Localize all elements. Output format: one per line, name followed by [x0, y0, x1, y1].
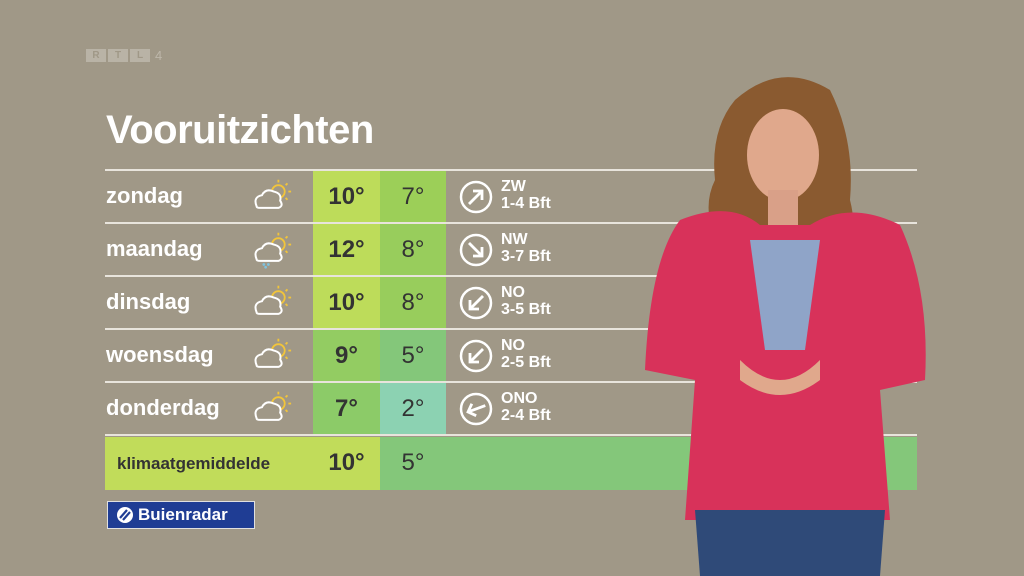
wind-force: 2-4 Bft: [501, 407, 551, 424]
min-temp: 7°: [380, 171, 446, 223]
partly-cloudy-icon: [254, 285, 292, 315]
row-divider: [105, 222, 917, 224]
page-title: Vooruitzichten: [106, 108, 374, 152]
climate-max: 10°: [328, 449, 365, 476]
cloud-sun-icon: [254, 338, 292, 368]
logo-letter: R: [86, 49, 106, 62]
max-temp: 7°: [313, 383, 380, 435]
max-temp: 10°: [313, 277, 380, 329]
row-divider: [105, 434, 917, 436]
cloud-sun-rain-icon: [254, 232, 292, 269]
row-divider: [105, 169, 917, 171]
logo-number: 4: [155, 48, 163, 63]
row-divider: [105, 328, 917, 330]
climate-min: 5°: [401, 449, 425, 476]
min-temp: 2°: [380, 383, 446, 435]
wind-force: 2-5 Bft: [501, 354, 551, 371]
forecast-row: zondag 10° 7° ZW 1-4 Bft: [105, 171, 917, 223]
wind-arrow-icon: [459, 286, 493, 320]
wind-arrow-icon: [459, 180, 493, 214]
buienradar-icon: [117, 507, 133, 523]
climate-label: klimaatgemiddelde: [117, 454, 271, 473]
max-temp: 12°: [313, 224, 380, 276]
wind-arrow-icon: [459, 339, 493, 373]
wind-direction: NO: [501, 284, 525, 301]
day-name: donderdag: [106, 395, 220, 420]
wind-force: 3-5 Bft: [501, 301, 551, 318]
row-divider: [105, 275, 917, 277]
wind-direction: NO: [501, 337, 525, 354]
brand-name: Buienradar: [138, 505, 228, 524]
row-divider: [105, 381, 917, 383]
max-temp: 10°: [313, 171, 380, 223]
wind-force: 1-4 Bft: [501, 195, 551, 212]
wind-arrow-icon: [459, 233, 493, 267]
forecast-row: donderdag 7° 2° ONO 2-4 Bft: [105, 383, 917, 435]
wind-force: 3-7 Bft: [501, 248, 551, 265]
min-temp: 8°: [380, 277, 446, 329]
forecast-row: woensdag 9° 5° NO 2-5 Bft: [105, 330, 917, 382]
wind-arrow-icon: [459, 392, 493, 426]
day-name: woensdag: [106, 342, 214, 367]
day-name: zondag: [106, 183, 183, 208]
wind-direction: ONO: [501, 390, 538, 407]
day-name: maandag: [106, 236, 203, 261]
presenter-figure: [645, 77, 926, 576]
wind-direction: ZW: [501, 178, 526, 195]
wind-direction: NW: [501, 231, 528, 248]
buienradar-logo: Buienradar: [107, 501, 255, 529]
forecast-row: dinsdag 10° 8° NO 3-5 Bft: [105, 277, 917, 329]
min-temp: 8°: [380, 224, 446, 276]
forecast-row: maandag 12° 8° NW 3-7 Bft: [105, 224, 917, 276]
max-temp: 9°: [313, 330, 380, 382]
min-temp: 5°: [380, 330, 446, 382]
logo-letter: L: [130, 49, 150, 62]
day-name: dinsdag: [106, 289, 191, 314]
channel-logo: R T L 4: [86, 48, 162, 63]
cloud-sun-icon: [254, 391, 292, 421]
logo-letter: T: [108, 49, 128, 62]
partly-cloudy-icon: [254, 179, 292, 209]
